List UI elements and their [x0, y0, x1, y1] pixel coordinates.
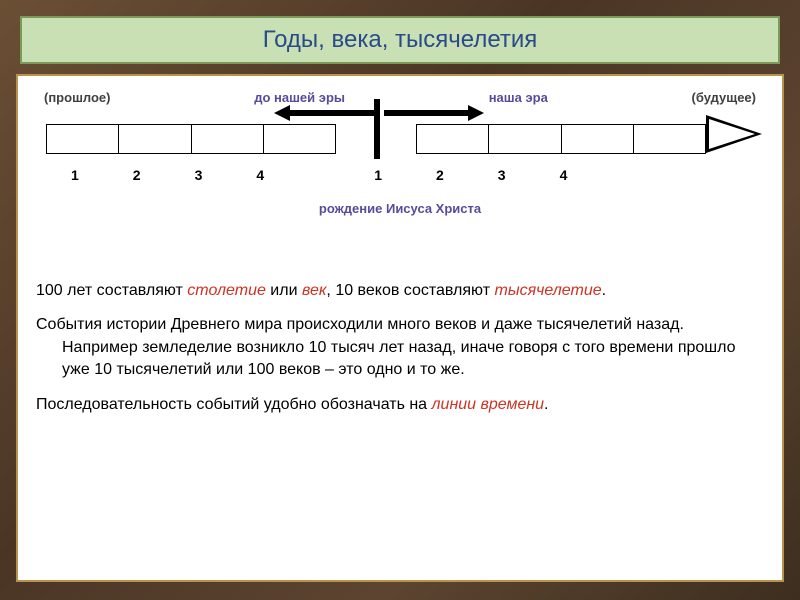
ad-era-label: наша эра [489, 90, 548, 105]
ad-num: 3 [498, 167, 506, 183]
past-label: (прошлое) [44, 90, 111, 105]
title-bar: Годы, века, тысячелетия [20, 16, 780, 64]
ad-numbers: 1 2 3 4 [374, 167, 567, 183]
ad-num: 4 [560, 167, 568, 183]
ad-num: 2 [436, 167, 444, 183]
bc-num: 1 [71, 167, 79, 183]
paragraph-3: Последовательность событий удобно обозна… [36, 394, 764, 416]
timeline-row [36, 119, 764, 159]
ad-centuries-boxes [416, 124, 706, 154]
paragraph-2: События истории Древнего мира происходил… [36, 314, 764, 381]
bc-era-label: до нашей эры [254, 90, 345, 105]
timeline-diagram: (прошлое) до нашей эры наша эра (будущее… [36, 90, 764, 250]
ad-arrow-icon [384, 105, 484, 121]
bc-numbers: 1 2 3 4 [71, 167, 264, 183]
bc-num: 2 [133, 167, 141, 183]
era-divider [374, 99, 380, 159]
term-century: столетие [187, 282, 266, 299]
century-numbers-row: 1 2 3 4 1 2 3 4 [36, 167, 764, 183]
future-label: (будущее) [692, 90, 757, 105]
content-panel: (прошлое) до нашей эры наша эра (будущее… [16, 74, 784, 582]
term-vek: век [302, 282, 326, 299]
future-arrow-icon [706, 115, 762, 153]
bc-centuries-boxes [46, 124, 336, 154]
term-millennium: тысячелетие [494, 282, 601, 299]
bc-arrow-icon [274, 105, 374, 121]
bc-num: 3 [195, 167, 203, 183]
body-text: 100 лет составляют столетие или век, 10 … [36, 280, 764, 416]
slide-background: Годы, века, тысячелетия (прошлое) до наш… [0, 0, 800, 600]
timeline-top-labels: (прошлое) до нашей эры наша эра (будущее… [36, 90, 764, 105]
bc-num: 4 [256, 167, 264, 183]
ad-num: 1 [374, 167, 382, 183]
term-timeline: линии времени [432, 396, 545, 413]
birth-of-christ-label: рождение Иисуса Христа [36, 201, 764, 216]
slide-title: Годы, века, тысячелетия [22, 26, 778, 54]
paragraph-1: 100 лет составляют столетие или век, 10 … [36, 280, 764, 302]
